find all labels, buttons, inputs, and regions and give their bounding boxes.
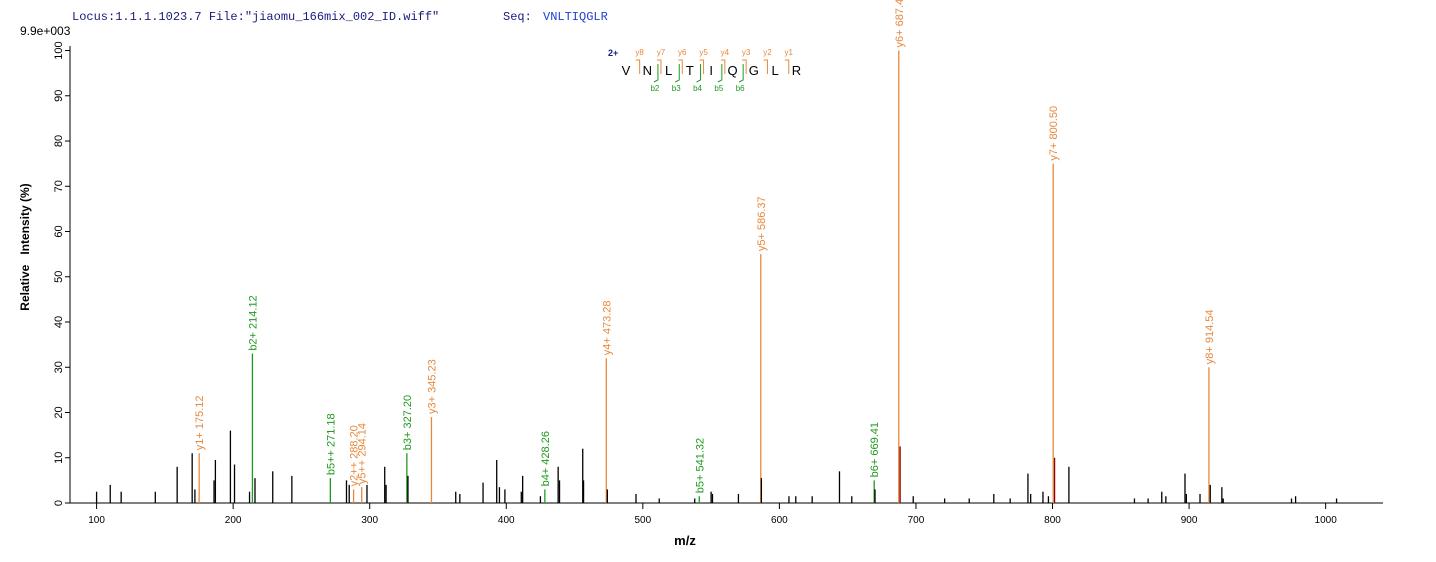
- x-tick-label: 600: [771, 515, 788, 526]
- b-bracket: [653, 64, 659, 83]
- y-bracket: [656, 59, 662, 74]
- peak-label: y3+ 345.23: [426, 359, 438, 414]
- b-bracket: [675, 64, 680, 83]
- residue: G: [749, 63, 759, 78]
- y-bracket: [784, 59, 790, 74]
- x-tick-label: 200: [225, 515, 242, 526]
- y-tick-label: 0: [53, 500, 65, 506]
- x-tick-label: 400: [498, 515, 515, 526]
- x-tick-label: 700: [908, 515, 925, 526]
- peak-label: y2++ 288.20: [349, 425, 361, 486]
- scale-label: 9.9e+003: [20, 24, 71, 38]
- x-tick-label: 100: [88, 515, 105, 526]
- y-axis-label: Relative Intensity (%): [18, 183, 32, 310]
- y-ion: y7: [657, 48, 666, 57]
- x-tick-label: 500: [634, 515, 651, 526]
- peak-label: y7+ 800.50: [1048, 106, 1060, 161]
- b-ion: b5: [714, 84, 723, 93]
- b-bracket: [738, 64, 744, 83]
- chart-title: Locus:1.1.1.1023.7 File:"jiaomu_166mix_0…: [72, 10, 439, 24]
- y-tick-label: 50: [53, 271, 65, 283]
- y-tick-label: 20: [53, 406, 65, 418]
- b-ion: b4: [693, 84, 702, 93]
- b-bracket: [696, 64, 702, 83]
- y-ion: y4: [721, 48, 730, 57]
- y-bracket: [720, 59, 726, 74]
- x-axis-label: m/z: [674, 533, 696, 548]
- residue: L: [665, 63, 672, 78]
- y-bracket: [742, 59, 747, 74]
- y-bracket: [699, 59, 705, 74]
- y-tick-label: 30: [53, 361, 65, 373]
- x-tick-label: 800: [1044, 515, 1061, 526]
- seq: VNLTIQGLR: [543, 10, 608, 24]
- y-tick-label: 40: [53, 316, 65, 328]
- peak-label: y5+ 586.37: [756, 196, 768, 251]
- y-ion: y2: [763, 48, 772, 57]
- y-tick-label: 70: [53, 180, 65, 192]
- residue: L: [771, 63, 778, 78]
- peak-label: y4+ 473.28: [601, 300, 613, 355]
- peak-label: b6+ 669.41: [869, 422, 881, 477]
- y-tick-label: 100: [53, 41, 65, 59]
- residue: T: [686, 63, 694, 78]
- b-ion: b2: [650, 84, 659, 93]
- y-ion: y6: [678, 48, 687, 57]
- y-bracket: [763, 59, 768, 74]
- y-ion: y5: [699, 48, 708, 57]
- peak-label: b2+ 214.12: [247, 295, 259, 350]
- x-tick-label: 1000: [1315, 515, 1338, 526]
- seq-label: Seq:: [503, 10, 532, 24]
- peak-label: b5+ 541.32: [694, 438, 706, 493]
- b-ion: b3: [672, 84, 681, 93]
- x-tick-label: 900: [1181, 515, 1198, 526]
- residue: I: [709, 63, 713, 78]
- y-ion: y1: [785, 48, 794, 57]
- residue: N: [643, 63, 652, 78]
- y-tick-label: 90: [53, 90, 65, 102]
- y-bracket: [635, 59, 641, 74]
- y-tick-label: 80: [53, 135, 65, 147]
- y-ion: y3: [742, 48, 751, 57]
- x-tick-label: 300: [361, 515, 378, 526]
- y-tick-label: 10: [53, 452, 65, 464]
- y-tick-label: 60: [53, 225, 65, 237]
- b-ion: b6: [736, 84, 745, 93]
- peak-label: b3+ 327.20: [402, 395, 414, 450]
- charge-label: 2+: [608, 48, 618, 58]
- residue: Q: [727, 63, 737, 78]
- peak-label: y8+ 914.54: [1204, 310, 1216, 365]
- peak-label: b4+ 428.26: [540, 431, 552, 486]
- b-bracket: [717, 64, 723, 83]
- y-ion: y8: [635, 48, 644, 57]
- peak-label: b5++ 271.18: [325, 413, 337, 475]
- peak-label: y5++ 294.14: [357, 423, 369, 484]
- y-bracket: [678, 59, 683, 74]
- residue: V: [622, 63, 631, 78]
- residue: R: [792, 63, 801, 78]
- peak-label: y6+ 687.42: [894, 0, 906, 48]
- peak-label: y1+ 175.12: [194, 395, 206, 450]
